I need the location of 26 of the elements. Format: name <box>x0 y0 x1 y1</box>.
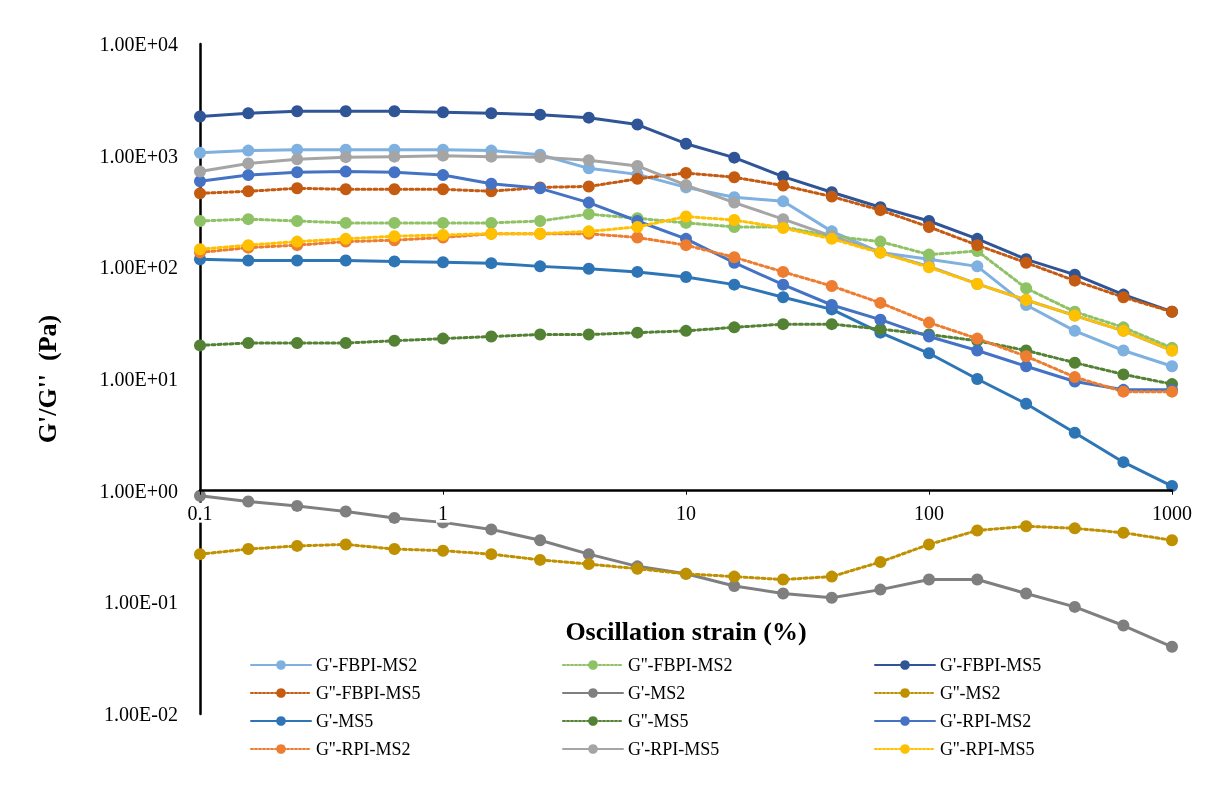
y-tick-label: 1.00E+00 <box>99 479 178 502</box>
legend-label: G'-RPI-MS2 <box>940 711 1032 731</box>
legend-label: G'-MS5 <box>316 711 374 731</box>
legend-label: G'-FBPI-MS5 <box>940 655 1042 675</box>
legend-label: G''-RPI-MS5 <box>940 739 1035 759</box>
legend-label: G'-RPI-MS5 <box>628 739 720 759</box>
y-tick-label: 1.00E+01 <box>99 368 178 390</box>
legend-label: G''-MS5 <box>628 711 689 731</box>
legend-label: G'-MS2 <box>628 683 686 703</box>
y-tick-label: 1.00E+04 <box>99 33 178 55</box>
y-tick-label: 1.00E+03 <box>99 144 178 167</box>
x-axis-title: Oscillation strain (%) <box>565 617 807 647</box>
legend-label: G''-MS2 <box>940 683 1001 703</box>
x-tick-label: 100 <box>914 501 944 524</box>
y-axis-title: G'/G'' (Pa) <box>32 314 62 444</box>
x-tick-label: 10 <box>676 501 696 524</box>
y-tick-label: 1.00E-01 <box>104 591 178 614</box>
legend-label: G''-FBPI-MS5 <box>316 683 421 703</box>
y-tick-label: 1.00E-02 <box>104 703 178 725</box>
legend-label: G''-FBPI-MS2 <box>628 655 733 675</box>
legend-label: G'-FBPI-MS2 <box>316 655 418 675</box>
legend-label: G''-RPI-MS2 <box>316 739 411 759</box>
x-tick-label: 1 <box>438 501 448 524</box>
x-tick-label: 0.1 <box>187 501 213 524</box>
x-tick-label: 1000 <box>1152 501 1192 524</box>
y-tick-label: 1.00E+02 <box>99 256 178 279</box>
